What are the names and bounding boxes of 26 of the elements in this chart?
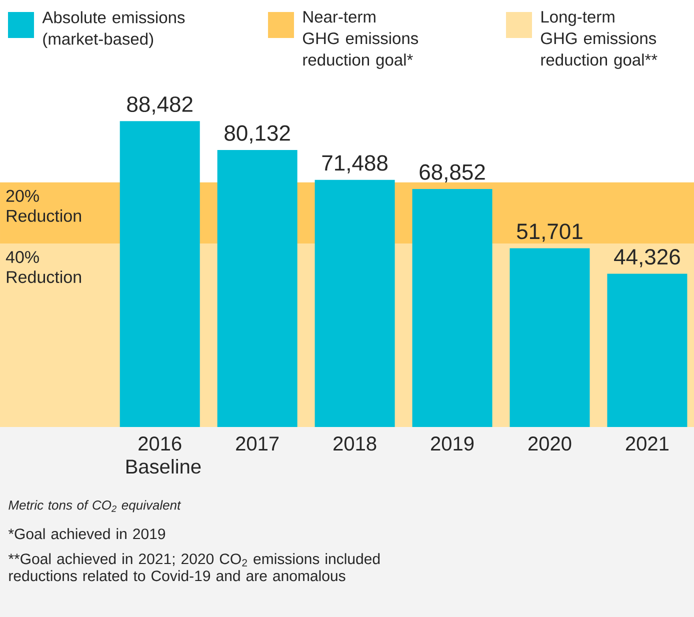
x-tick-label: 2019: [431, 436, 474, 451]
bar: [314, 180, 395, 427]
data-label: 44,326: [614, 249, 680, 268]
x-tick-label: 2021: [626, 436, 668, 451]
x-tick-label: 2017: [236, 436, 279, 451]
data-label: 51,701: [516, 224, 582, 242]
data-label: 71,488: [322, 155, 388, 174]
x-tick-label: 2020: [528, 436, 572, 451]
legend-label: Absolute emissions (market-based): [42, 11, 185, 48]
data-label: 68,852: [420, 164, 485, 182]
text: Long-term GHG emissions reduction goal**: [541, 11, 658, 69]
data-label: 80,132: [224, 125, 290, 144]
text: Metric tons of CO$_{2}$ equivalent: [8, 500, 182, 512]
text: Near-term GHG emissions reduction goal*: [303, 11, 418, 69]
bar: [120, 121, 200, 427]
bar: [510, 248, 590, 427]
bar: [607, 274, 688, 427]
x-tick-label: 2016 Baseline: [126, 436, 201, 474]
text: **Goal achieved in 2021; 2020 CO$_{2}$ emissions included reductions related to Covid-19 and are anomalous: [8, 553, 380, 582]
bar: [412, 189, 492, 427]
data-label: 88,482: [127, 96, 192, 115]
band-label: 20% Reduction: [6, 190, 81, 222]
text: *Goal achieved in 2019: [8, 528, 166, 540]
band-label: 40% Reduction: [6, 251, 81, 284]
x-tick-label: 2018: [334, 436, 376, 451]
bar: [217, 150, 298, 427]
